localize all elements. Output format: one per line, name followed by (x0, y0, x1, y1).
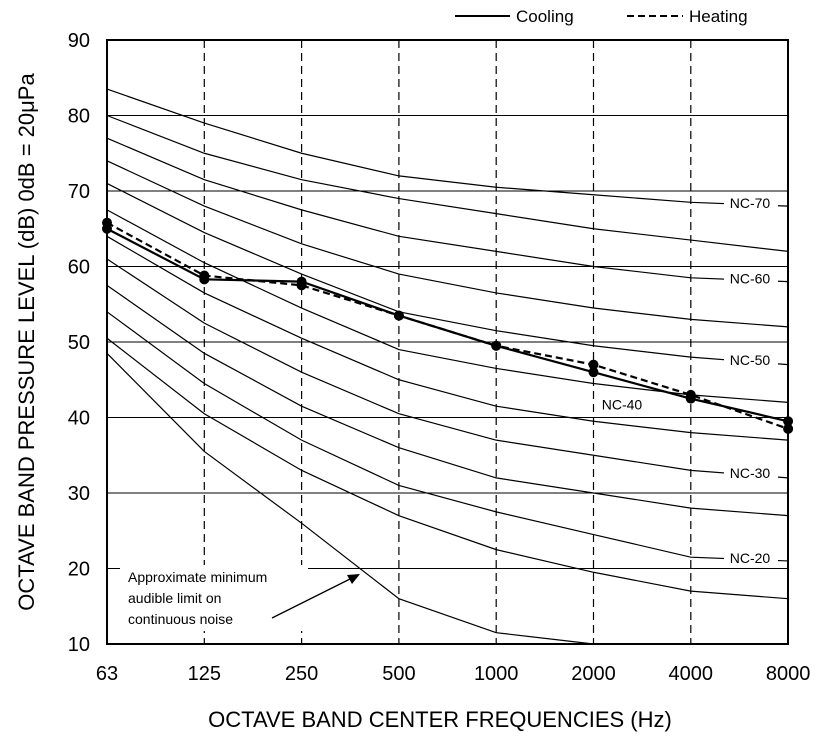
y-tick-label: 20 (68, 559, 90, 581)
annotation-line-1: Approximate minimum (128, 569, 267, 585)
data-point-heating (783, 423, 794, 434)
y-tick-label: 70 (68, 181, 90, 203)
nc-curve (106, 284, 789, 517)
data-point-heating (393, 310, 404, 321)
nc-curve (106, 258, 789, 479)
grid (107, 40, 789, 644)
data-point-heating (588, 359, 599, 370)
annotation-box (120, 565, 308, 631)
nc-label-bg (724, 465, 778, 483)
nc-curve (106, 311, 789, 562)
nc-curve (106, 160, 789, 328)
data-point-heating (102, 217, 112, 228)
nc-curve-label: NC-30 (730, 465, 771, 481)
x-tick-label: 63 (96, 663, 118, 685)
x-tick-label: 8000 (766, 663, 811, 685)
y-tick-label: 40 (68, 408, 90, 430)
data-point-heating (199, 270, 210, 281)
nc-curve (106, 88, 789, 207)
y-tick-label: 50 (68, 332, 90, 354)
nc-curve-label: NC-70 (730, 195, 771, 211)
y-axis-title: OCTAVE BAND PRESSURE LEVEL (dB) 0dB = 20… (14, 73, 39, 611)
legend: Cooling Heating (455, 7, 748, 26)
y-tick-label: 30 (68, 483, 90, 505)
x-tick-label: 2000 (571, 663, 616, 685)
y-tick-label: 90 (68, 30, 90, 52)
series-line-cooling (106, 227, 789, 423)
nc-curve (106, 182, 789, 366)
audible-limit-curve (106, 352, 594, 645)
nc-label-bg (724, 550, 778, 568)
nc-label-bg (724, 351, 778, 369)
legend-heating-label: Heating (689, 7, 748, 26)
nc-curve (106, 337, 789, 600)
data-point-heating (685, 389, 696, 400)
series-line-heating (106, 221, 789, 430)
x-axis-title: OCTAVE BAND CENTER FREQUENCIES (Hz) (208, 707, 672, 732)
nc-label-bg (596, 396, 648, 414)
nc-curve (106, 114, 789, 252)
data-point-heating (491, 340, 502, 351)
data-point-cooling (588, 367, 599, 378)
x-tick-label: 1000 (474, 663, 519, 685)
nc-label-bg (724, 195, 778, 213)
nc-curve-label: NC-50 (730, 352, 771, 368)
nc-curves: NC-70 NC-60 NC-50 NC-40 NC-30 NC-20 (106, 88, 789, 645)
annotation-arrowhead (347, 574, 360, 584)
annotation-line-3: continuous noise (128, 611, 233, 627)
y-tick-label: 10 (68, 634, 90, 656)
x-tick-label: 250 (285, 663, 318, 685)
x-tick-label: 500 (382, 663, 415, 685)
nc-curve-label: NC-20 (730, 550, 771, 566)
nc-curve (106, 137, 789, 283)
annotation-arrow-line (271, 577, 353, 619)
y-tick-label: 60 (68, 257, 90, 279)
nc-label-bg (724, 270, 778, 288)
nc-curve-label: NC-60 (730, 271, 771, 287)
y-tick-label: 80 (68, 106, 90, 128)
audible-limit-annotation: Approximate minimum audible limit on con… (120, 565, 360, 631)
data-series (102, 217, 794, 434)
x-tick-label: 125 (188, 663, 221, 685)
legend-cooling-label: Cooling (516, 7, 574, 26)
x-tick-label: 4000 (669, 663, 714, 685)
nc-curve-label: NC-40 (602, 397, 643, 413)
data-point-heating (296, 280, 307, 291)
data-point-cooling (783, 416, 794, 427)
annotation-line-2: audible limit on (128, 590, 221, 606)
axis-ticks: 10 20 30 40 50 60 70 80 90 63 125 250 500 1000 2000 400… (68, 30, 811, 685)
nc-curve (106, 235, 789, 441)
nc-curve (106, 209, 789, 403)
